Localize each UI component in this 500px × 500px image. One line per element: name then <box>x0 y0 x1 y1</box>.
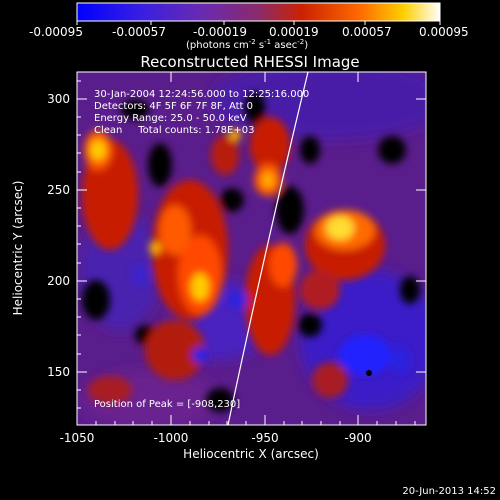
info-line-energy: Energy Range: 25.0 - 50.0 keV <box>94 113 247 124</box>
colorbar-tick-label: -0.00095 <box>29 25 83 39</box>
info-line-detectors: Detectors: 4F 5F 6F 7F 8F, Att 0 <box>94 101 253 112</box>
colorbar <box>76 2 441 22</box>
x-ticks <box>76 72 416 425</box>
x-tick-label: -1050 <box>60 431 95 445</box>
y-ticks <box>77 80 426 409</box>
image-title: Reconstructed RHESSI Image <box>140 53 359 71</box>
colorbar-tick-label: 0.00057 <box>342 25 392 39</box>
y-tick-label: 300 <box>47 92 70 106</box>
plot-timestamp: 20-Jun-2013 14:52 <box>402 486 496 497</box>
y-tick-label: 150 <box>47 365 70 379</box>
x-tick-label: -950 <box>251 431 278 445</box>
colorbar-tick-label: -0.00019 <box>193 25 247 39</box>
colorbar-units: (photons cm-2 s-1 asec-2) <box>186 38 308 51</box>
peak-position-label: Position of Peak = [-908,230] <box>94 399 240 410</box>
x-tick-label: -1000 <box>154 431 189 445</box>
x-tick-label: -900 <box>344 431 371 445</box>
peak-marker <box>366 370 372 376</box>
colorbar-ticks <box>76 21 441 25</box>
info-line-time: 30-Jan-2004 12:24:56.000 to 12:25:16.000 <box>94 89 309 100</box>
colorbar-tick-label: 0.00095 <box>419 25 469 39</box>
y-tick-label: 200 <box>47 274 70 288</box>
y-tick-label: 250 <box>47 183 70 197</box>
x-axis-title: Heliocentric X (arcsec) <box>183 447 319 461</box>
info-line-clean: Clean Total counts: 1.78E+03 <box>94 125 254 136</box>
y-axis-title: Heliocentric Y (arcsec) <box>11 181 25 316</box>
rhessi-image <box>77 72 426 425</box>
solar-limb-line <box>227 71 309 426</box>
plot-frame <box>76 71 427 426</box>
colorbar-tick-label: -0.00057 <box>112 25 166 39</box>
colorbar-tick-label: 0.00019 <box>269 25 319 39</box>
